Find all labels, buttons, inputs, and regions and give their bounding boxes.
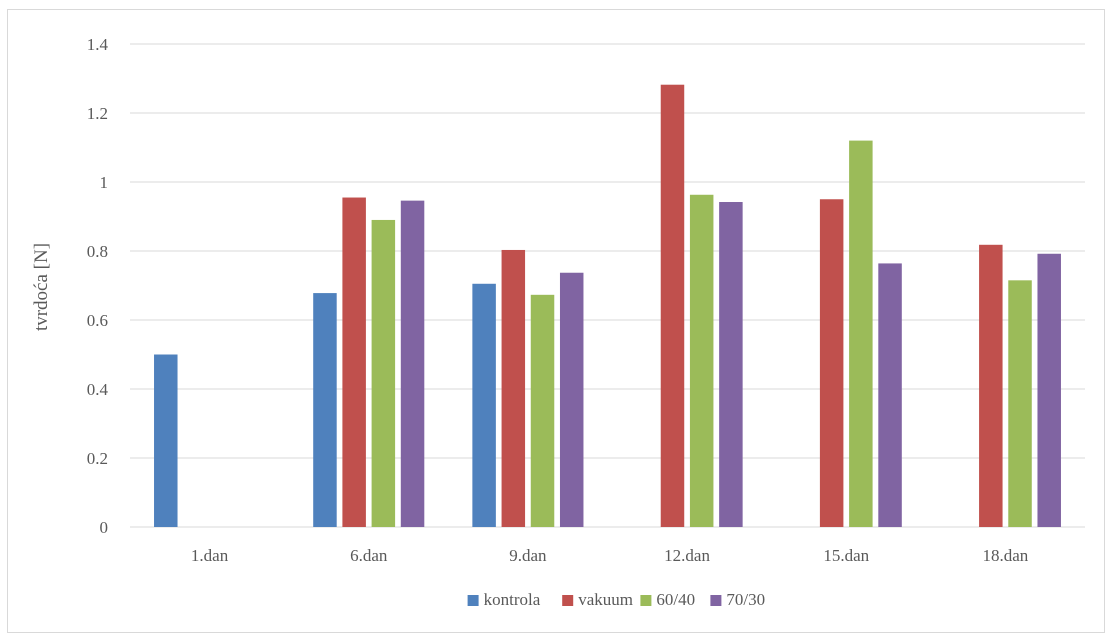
bar-70-30-6-dan (400, 200, 425, 527)
x-tick-label: 18.dan (983, 546, 1029, 565)
bar-kontrola-1-dan (154, 354, 178, 527)
y-tick-label: 0 (100, 518, 109, 537)
y-tick-label: 0.8 (87, 242, 108, 261)
bar-vakuum-18-dan (979, 244, 1003, 528)
y-axis-title: tvrdoća [N] (31, 243, 52, 331)
legend-label: vakuum (578, 590, 633, 609)
bar-vakuum-12-dan (660, 84, 685, 528)
y-axis-ticks: 0 0.2 0.4 0.6 0.8 1 1.2 1.4 (87, 35, 109, 537)
bar-70-30-18-dan (1037, 253, 1061, 527)
x-tick-label: 15.dan (823, 546, 869, 565)
gridlines (130, 43, 1085, 528)
legend-label: 60/40 (656, 590, 695, 609)
x-tick-label: 9.dan (509, 546, 547, 565)
bar-70-30-9-dan (559, 272, 584, 527)
legend-swatch (467, 595, 479, 606)
bar-kontrola-9-dan (472, 283, 496, 527)
legend-label: kontrola (484, 590, 541, 609)
bar-60-40-18-dan (1008, 280, 1032, 527)
y-tick-label: 0.2 (87, 449, 108, 468)
x-tick-label: 12.dan (664, 546, 710, 565)
x-tick-label: 1.dan (191, 546, 229, 565)
x-tick-label: 6.dan (350, 546, 388, 565)
bar-60-40-15-dan (849, 140, 873, 527)
bar-70-30-12-dan (719, 202, 743, 527)
x-axis-ticks: 1.dan 6.dan 9.dan 12.dan 15.dan 18.dan (191, 546, 1029, 565)
bar-vakuum-15-dan (819, 199, 844, 527)
legend: kontrola vakuum 60/40 70/30 (467, 590, 765, 609)
bar-60-40-12-dan (689, 194, 714, 527)
bar-60-40-9-dan (530, 294, 555, 527)
bars (154, 84, 1061, 528)
bar-vakuum-6-dan (342, 197, 366, 527)
legend-swatch (710, 595, 722, 606)
y-tick-label: 1 (100, 173, 109, 192)
y-tick-label: 0.6 (87, 311, 108, 330)
y-tick-label: 1.2 (87, 104, 108, 123)
y-tick-label: 1.4 (87, 35, 109, 54)
bar-70-30-15-dan (878, 263, 902, 527)
legend-swatch (562, 595, 574, 606)
legend-label: 70/30 (726, 590, 765, 609)
bar-60-40-6-dan (371, 219, 396, 527)
legend-swatch (640, 595, 652, 606)
bar-vakuum-9-dan (501, 249, 526, 527)
bar-kontrola-6-dan (313, 293, 337, 527)
y-tick-label: 0.4 (87, 380, 109, 399)
